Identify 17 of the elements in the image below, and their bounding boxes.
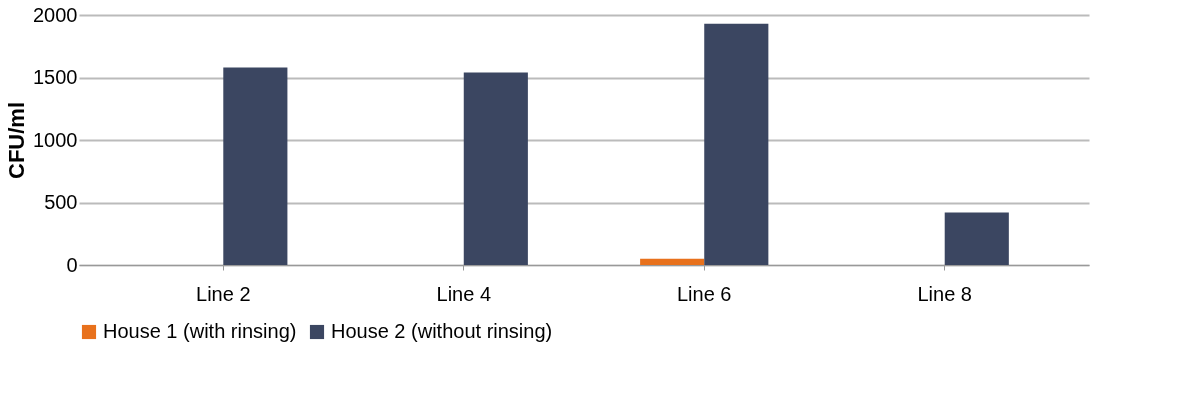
bar [463,72,528,265]
bar [640,258,705,265]
y-tick-label: 0 [66,253,78,276]
x-tick-label: Line 4 [436,282,492,305]
y-tick-label: 1000 [33,128,78,151]
x-tick-label: Line 8 [917,282,972,305]
y-tick-label: 500 [44,191,78,213]
y-tick-label: 1500 [33,66,78,88]
bar [944,212,1009,265]
legend-label: House 1 (with rinsing) [103,320,297,342]
bar [704,23,769,265]
y-axis-title: CFU/ml [4,102,30,179]
y-tick-label: 2000 [33,3,78,26]
x-tick-label: Line 6 [676,282,732,305]
legend-label: House 2 (without rinsing) [331,320,553,342]
x-tick-label: Line 2 [196,282,251,305]
bar [223,67,288,265]
